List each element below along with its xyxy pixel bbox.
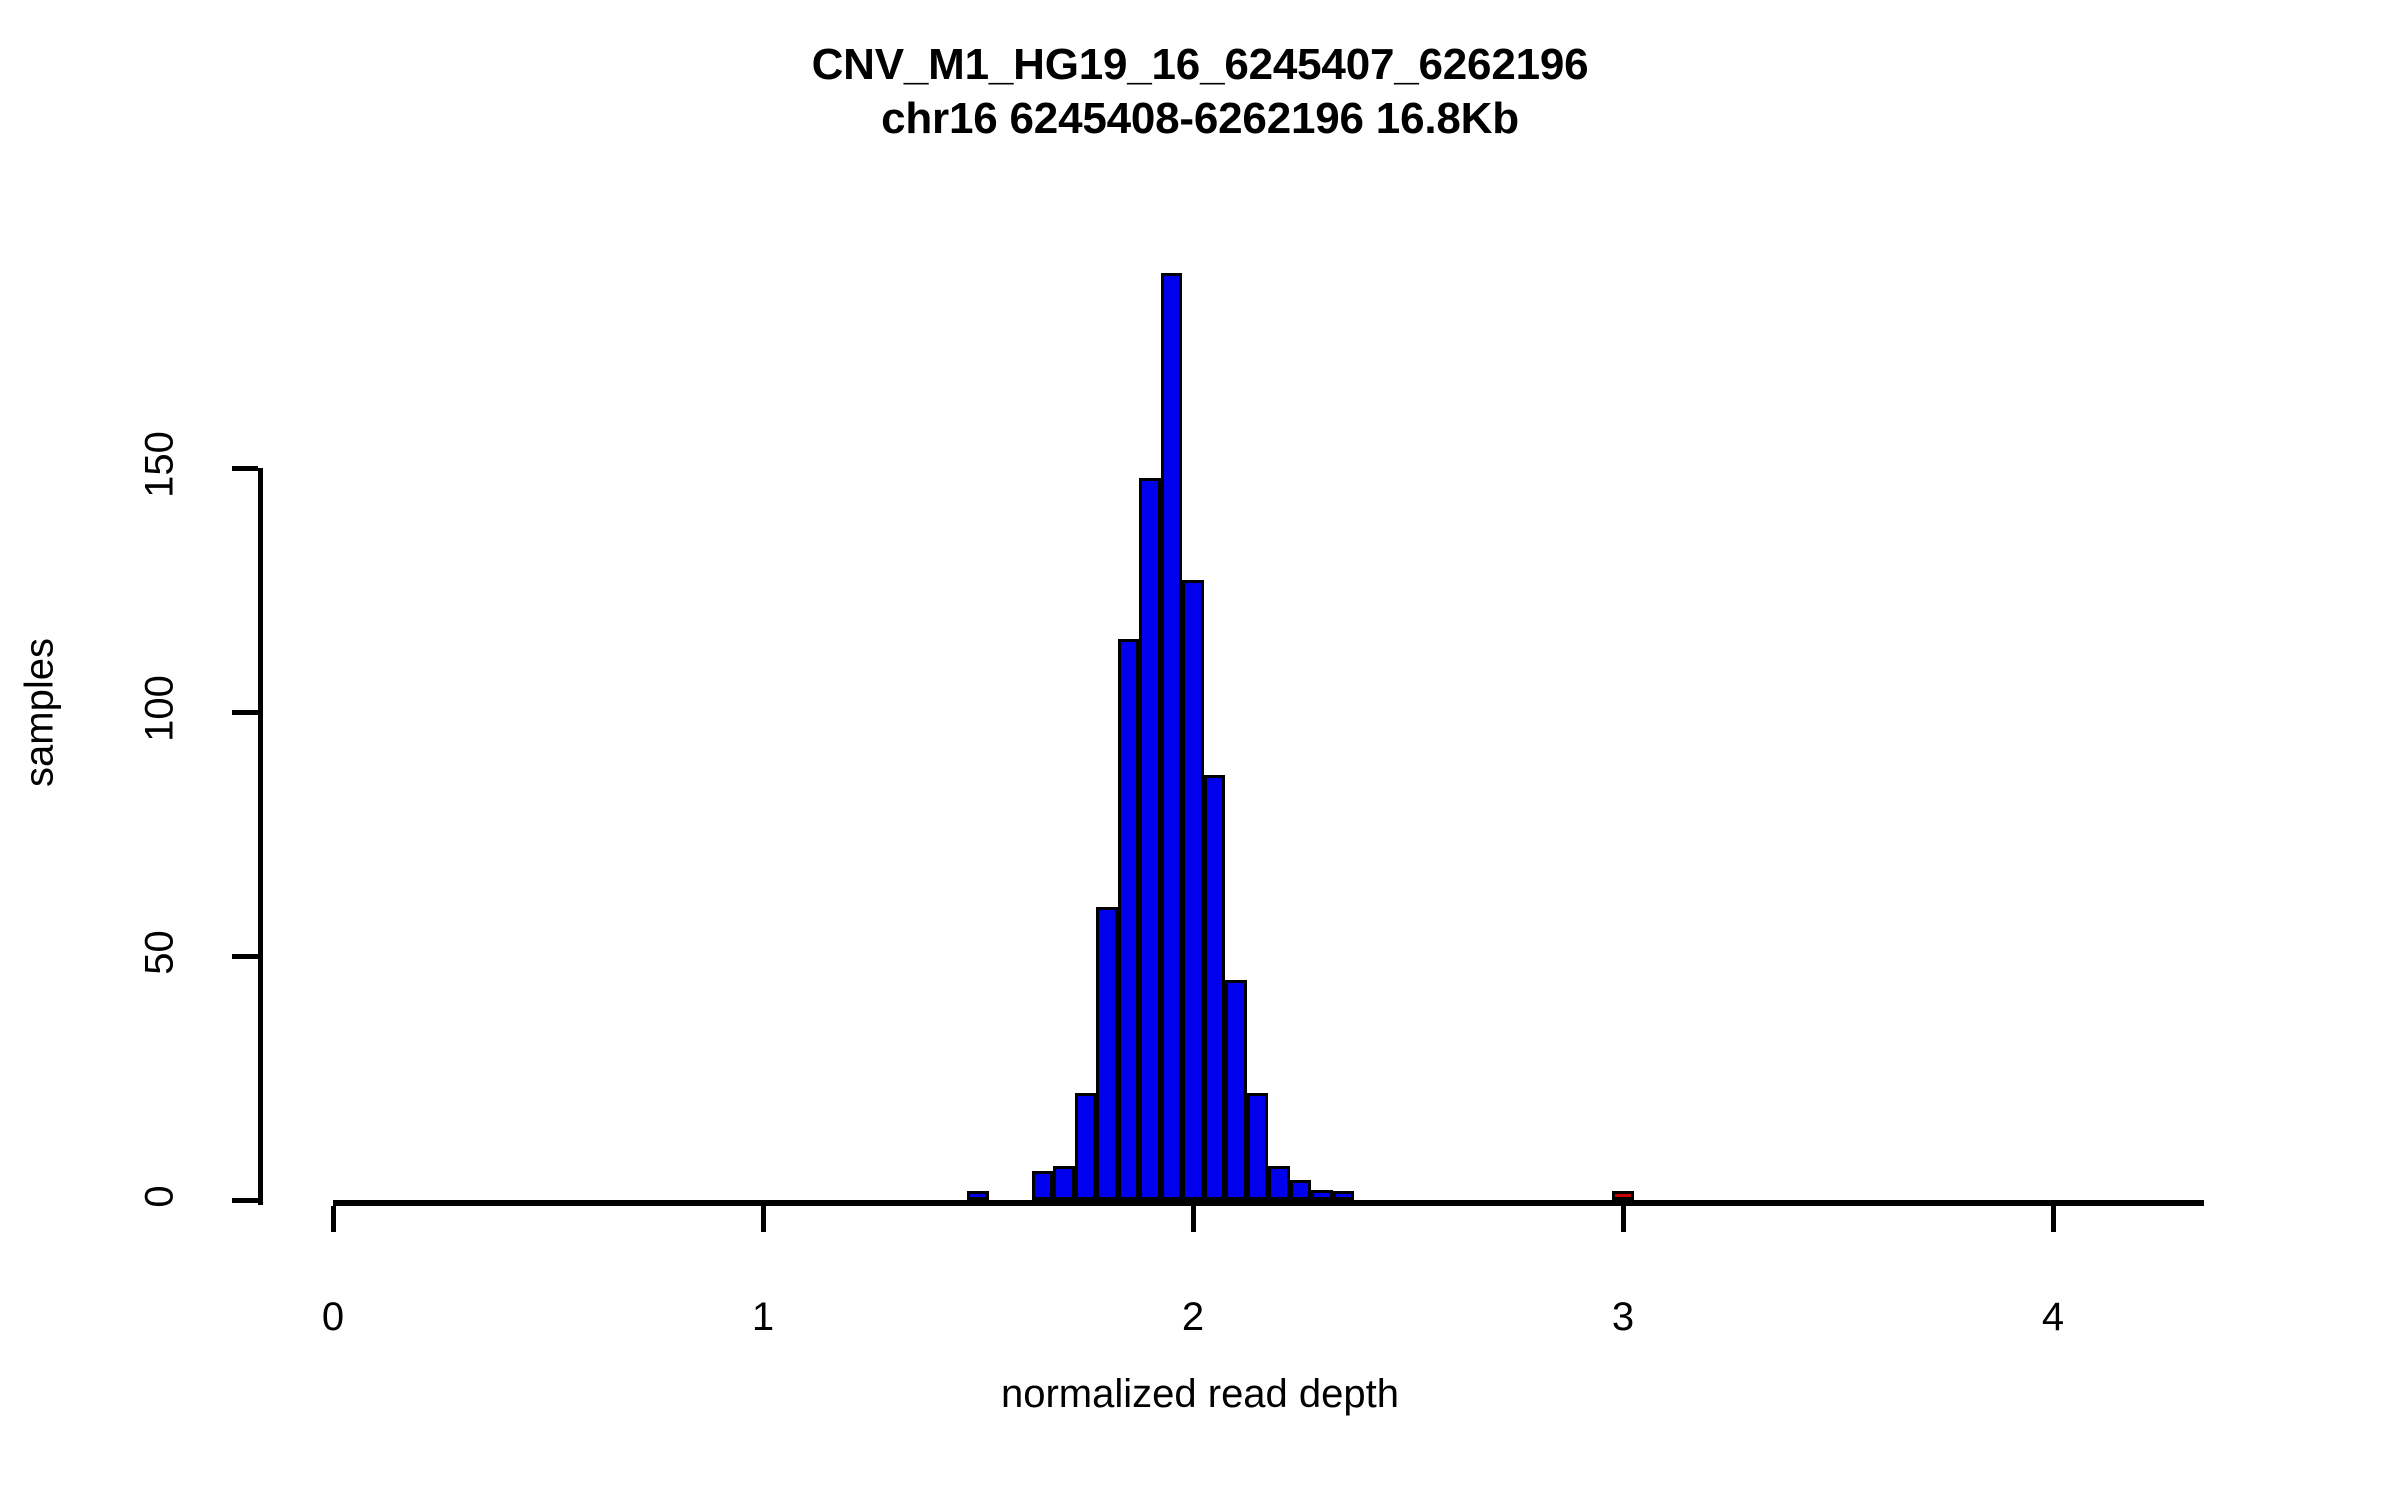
y-axis-tick-label: 150 (137, 431, 182, 498)
histogram-bar (1160, 272, 1183, 1200)
histogram-bar (1311, 1190, 1333, 1200)
x-axis-tick (331, 1206, 336, 1232)
x-axis-tick-label: 3 (1611, 1295, 1635, 1339)
histogram-bar (1612, 1191, 1634, 1200)
y-axis-tick-label: 0 (137, 1185, 182, 1208)
y-axis-tick-label: 50 (137, 930, 182, 975)
histogram-bar (1096, 907, 1118, 1200)
y-axis-tick-label: 100 (137, 675, 182, 742)
y-axis-tick (232, 954, 258, 959)
histogram-bar (1246, 1092, 1269, 1200)
histogram-bar (1225, 980, 1247, 1200)
y-axis-tick (232, 466, 258, 471)
x-axis-tick-label: 0 (321, 1295, 345, 1339)
x-axis-line (333, 1200, 2204, 1206)
x-axis-tick-label: 2 (1181, 1295, 1205, 1339)
histogram-bar (967, 1191, 989, 1200)
histogram-bar (1182, 580, 1204, 1200)
histogram-bar (1203, 775, 1226, 1200)
y-axis-line (258, 468, 263, 1205)
histogram-bar (1031, 1170, 1054, 1200)
histogram-bar (1332, 1191, 1355, 1200)
x-axis-title: normalized read depth (1000, 1372, 1400, 1416)
y-axis-title: samples (17, 638, 62, 787)
y-axis-tick (232, 710, 258, 715)
histogram-bar (1074, 1092, 1097, 1200)
x-axis-tick-label: 4 (2041, 1295, 2065, 1339)
histogram-bar (1268, 1165, 1290, 1200)
histogram-bar (1139, 477, 1161, 1200)
x-axis-tick (1621, 1206, 1626, 1232)
x-axis-tick (1191, 1206, 1196, 1232)
histogram-bar (1117, 638, 1140, 1200)
histogram-bar (1289, 1180, 1312, 1200)
x-axis-tick (761, 1206, 766, 1232)
y-axis-tick (232, 1198, 258, 1203)
x-axis-tick-label: 1 (751, 1295, 775, 1339)
histogram-bar (1053, 1165, 1075, 1200)
x-axis-tick (2051, 1206, 2056, 1232)
